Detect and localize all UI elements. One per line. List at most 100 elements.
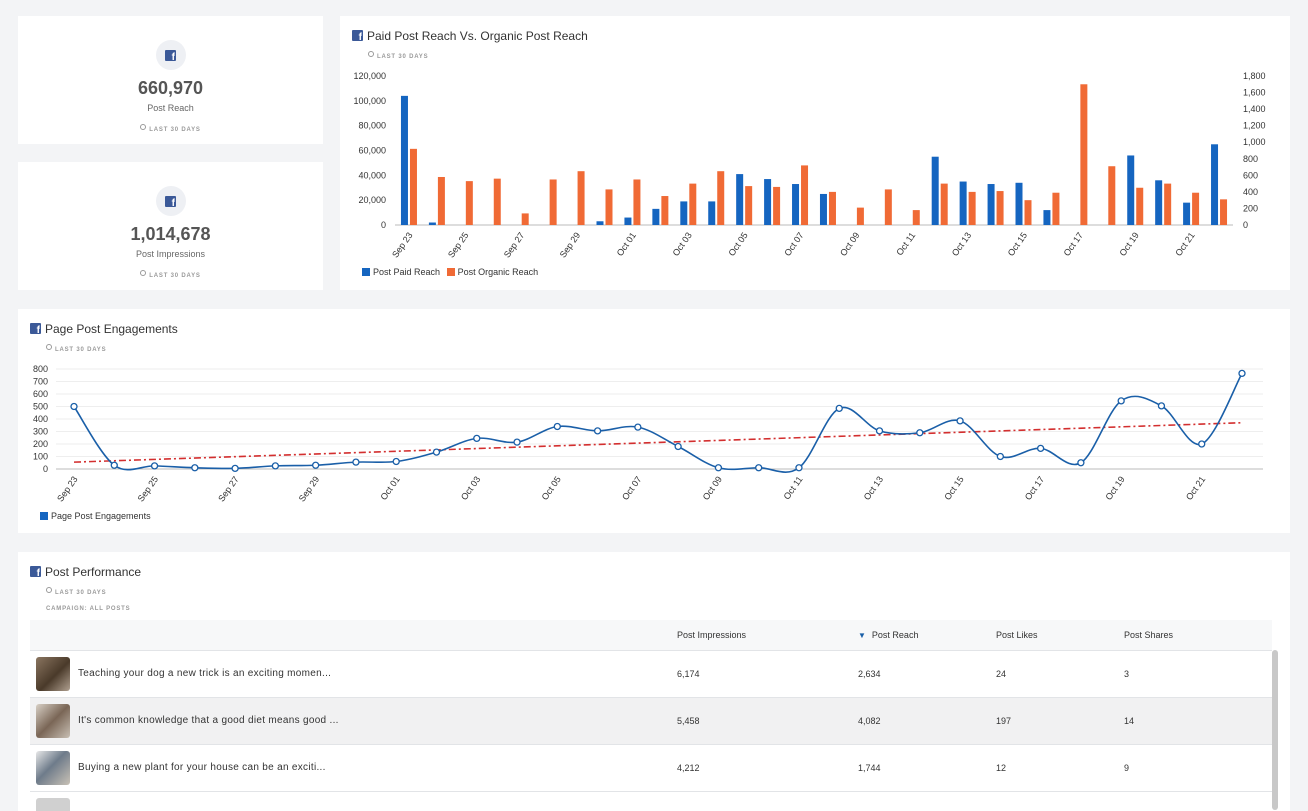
y-left-tick-label: 40,000: [358, 170, 386, 180]
kpi-period: LAST 30 DAYS: [149, 127, 201, 133]
cell-shares: 14: [1124, 696, 1272, 744]
legend-label-paid[interactable]: Post Paid Reach: [373, 267, 441, 277]
bar-paid-reach: [764, 179, 772, 225]
kpi-card-post-reach: 660,970 Post Reach LAST 30 DAYS: [18, 16, 323, 144]
data-point: [1238, 369, 1246, 378]
data-point: [150, 462, 159, 470]
cell-reach: 4,082: [858, 696, 996, 744]
data-point: [1036, 444, 1045, 453]
bar-organic-reach: [605, 189, 613, 225]
bar-organic-reach: [493, 178, 501, 225]
x-tick-label: Oct 09: [838, 230, 861, 257]
y-right-tick-label: 0: [1243, 220, 1248, 230]
x-tick-label: Oct 17: [1023, 474, 1046, 501]
data-point: [795, 464, 803, 472]
y-right-tick-label: 200: [1243, 203, 1258, 213]
x-tick-label: Oct 01: [615, 230, 638, 257]
sort-desc-icon[interactable]: ▼: [858, 630, 866, 640]
globe-icon: [46, 586, 52, 593]
column-header-shares[interactable]: Post Shares: [1124, 620, 1272, 650]
legend-label-engagements[interactable]: Page Post Engagements: [51, 511, 151, 521]
x-tick-label: Sep 25: [136, 474, 161, 503]
bar-organic-reach: [996, 191, 1004, 225]
bar-organic-reach: [409, 148, 417, 225]
column-header-reach[interactable]: ▼ Post Reach: [858, 620, 996, 650]
bar-paid-reach: [1043, 210, 1051, 225]
post-text[interactable]: Teaching your dog a new trick is an exci…: [78, 668, 332, 679]
data-point: [1157, 402, 1166, 410]
bar-organic-reach: [745, 186, 753, 225]
facebook-icon: [30, 566, 41, 579]
table-row[interactable]: [30, 790, 1272, 811]
x-tick-label: Oct 15: [1006, 230, 1029, 257]
bar-organic-reach: [633, 179, 641, 225]
post-thumbnail[interactable]: [36, 703, 70, 738]
post-text[interactable]: Buying a new plant for your house can be…: [78, 762, 326, 773]
post-thumbnail[interactable]: [36, 656, 70, 691]
engagement-series-line: [73, 372, 1243, 473]
engagement-legend: Page Post Engagements: [40, 511, 151, 521]
data-point: [110, 461, 118, 469]
facebook-icon: [352, 30, 363, 43]
legend-swatch-paid: [362, 268, 370, 276]
data-point: [392, 457, 400, 466]
x-tick-label: Oct 07: [782, 230, 805, 257]
y-tick-label: 500: [33, 402, 48, 412]
x-tick-label: Sep 23: [55, 474, 80, 503]
engagement-chart-card: Page Post Engagements LAST 30 DAYS 0 100 2…: [18, 309, 1290, 533]
table-row[interactable]: It's common knowledge that a good diet m…: [30, 696, 1272, 744]
bar-paid-reach: [680, 201, 688, 225]
y-right-tick-label: 1,200: [1243, 121, 1266, 131]
table-row[interactable]: Buying a new plant for your house can be…: [30, 743, 1272, 791]
x-tick-label: Oct 15: [942, 474, 965, 501]
column-header-reach-label: Post Reach: [871, 629, 919, 640]
bar-paid-reach: [819, 193, 827, 225]
bar-paid-reach: [959, 181, 967, 225]
y-right-tick-label: 1,000: [1243, 137, 1266, 147]
bar-organic-reach: [1220, 199, 1228, 225]
x-tick-label: Oct 13: [950, 230, 973, 257]
bar-organic-reach: [1052, 192, 1060, 225]
post-text[interactable]: It's common knowledge that a good diet m…: [78, 715, 339, 726]
kpi-label: Post Reach: [147, 103, 194, 113]
y-tick-label: 600: [33, 389, 48, 399]
cell-reach: 2,634: [858, 649, 996, 697]
post-thumbnail[interactable]: [36, 797, 70, 811]
bar-paid-reach: [1211, 144, 1219, 225]
legend-label-organic[interactable]: Post Organic Reach: [457, 267, 539, 277]
bar-organic-reach: [884, 189, 892, 225]
post-thumbnail[interactable]: [36, 750, 70, 785]
column-header-likes[interactable]: Post Likes: [996, 620, 1124, 650]
y-left-tick-label: 0: [381, 220, 386, 230]
cell-likes: 12: [996, 743, 1124, 791]
column-header-impressions[interactable]: Post Impressions: [677, 620, 858, 650]
table-scrollbar[interactable]: [1272, 650, 1278, 810]
bar-organic-reach: [801, 165, 809, 225]
x-tick-label: Sep 27: [502, 230, 527, 259]
y-tick-label: 300: [33, 427, 48, 437]
data-point: [553, 422, 561, 431]
data-point: [432, 448, 441, 456]
y-left-tick-label: 20,000: [358, 195, 386, 205]
bar-organic-reach: [1136, 187, 1144, 225]
y-left-tick-label: 80,000: [358, 121, 386, 131]
y-right-tick-label: 1,800: [1243, 71, 1266, 81]
facebook-icon: [155, 186, 186, 216]
x-tick-label: Oct 01: [378, 474, 401, 501]
bar-paid-reach: [400, 95, 408, 225]
data-point: [191, 464, 199, 472]
x-tick-label: Oct 21: [1173, 230, 1196, 257]
engagement-chart-title: Page Post Engagements: [45, 321, 178, 336]
x-tick-label: Oct 13: [862, 474, 885, 501]
data-point: [916, 429, 924, 437]
facebook-icon: [30, 323, 41, 336]
y-right-tick-label: 1,400: [1243, 104, 1266, 114]
x-tick-label: Oct 07: [620, 474, 643, 501]
bar-paid-reach: [708, 201, 716, 225]
legend-swatch-organic: [446, 268, 455, 276]
bar-organic-reach: [437, 176, 445, 225]
data-point: [473, 434, 481, 443]
data-point: [755, 464, 763, 472]
table-row[interactable]: Teaching your dog a new trick is an exci…: [30, 649, 1272, 697]
x-tick-label: Oct 05: [540, 474, 563, 501]
